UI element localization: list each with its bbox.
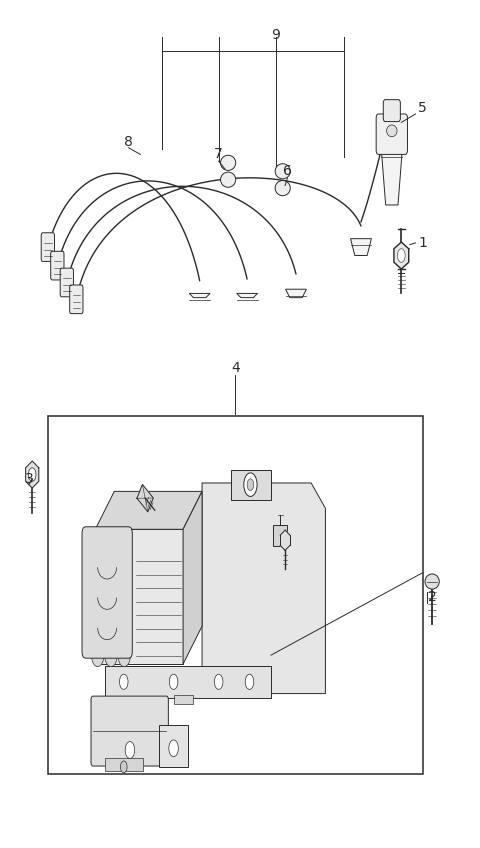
Text: 1: 1 xyxy=(418,236,427,250)
Polygon shape xyxy=(273,525,288,546)
FancyBboxPatch shape xyxy=(82,527,132,658)
Polygon shape xyxy=(137,484,153,512)
Polygon shape xyxy=(350,238,372,255)
Circle shape xyxy=(244,473,257,496)
Bar xyxy=(159,725,188,767)
Bar xyxy=(105,758,143,771)
Circle shape xyxy=(28,468,36,482)
Text: 5: 5 xyxy=(418,101,427,115)
Circle shape xyxy=(169,740,179,756)
Text: 8: 8 xyxy=(124,135,133,148)
Ellipse shape xyxy=(275,181,290,196)
FancyBboxPatch shape xyxy=(384,100,400,121)
Bar xyxy=(48,416,423,773)
Circle shape xyxy=(120,761,127,773)
Ellipse shape xyxy=(275,164,290,179)
Circle shape xyxy=(215,674,223,689)
Polygon shape xyxy=(183,491,202,664)
Polygon shape xyxy=(382,150,402,205)
Circle shape xyxy=(245,674,254,689)
FancyBboxPatch shape xyxy=(41,232,55,261)
Ellipse shape xyxy=(386,125,397,137)
FancyBboxPatch shape xyxy=(376,114,408,154)
Circle shape xyxy=(125,742,135,758)
Circle shape xyxy=(118,644,131,667)
Polygon shape xyxy=(280,530,290,550)
Polygon shape xyxy=(394,242,408,269)
Text: 3: 3 xyxy=(24,471,33,486)
Circle shape xyxy=(120,674,128,689)
Text: 9: 9 xyxy=(271,28,280,42)
Ellipse shape xyxy=(220,155,236,170)
Bar xyxy=(105,666,271,698)
Bar xyxy=(174,695,192,704)
FancyBboxPatch shape xyxy=(60,268,73,297)
FancyBboxPatch shape xyxy=(70,285,83,314)
Text: 2: 2 xyxy=(428,589,436,604)
Polygon shape xyxy=(189,293,210,298)
Polygon shape xyxy=(96,491,202,529)
Ellipse shape xyxy=(106,546,116,622)
Polygon shape xyxy=(237,293,258,298)
Polygon shape xyxy=(286,289,306,298)
FancyBboxPatch shape xyxy=(51,251,64,280)
Circle shape xyxy=(247,479,254,490)
Circle shape xyxy=(169,674,178,689)
Circle shape xyxy=(92,644,104,667)
Polygon shape xyxy=(25,461,39,488)
Ellipse shape xyxy=(425,574,439,589)
Ellipse shape xyxy=(119,546,130,622)
Text: 4: 4 xyxy=(231,360,240,375)
Text: 6: 6 xyxy=(283,165,292,178)
Ellipse shape xyxy=(220,172,236,187)
FancyBboxPatch shape xyxy=(91,696,168,766)
Polygon shape xyxy=(230,471,271,499)
Text: 7: 7 xyxy=(214,148,223,161)
Polygon shape xyxy=(96,529,183,664)
Circle shape xyxy=(105,644,117,667)
Ellipse shape xyxy=(93,546,103,622)
Polygon shape xyxy=(202,483,325,694)
Circle shape xyxy=(397,248,405,262)
